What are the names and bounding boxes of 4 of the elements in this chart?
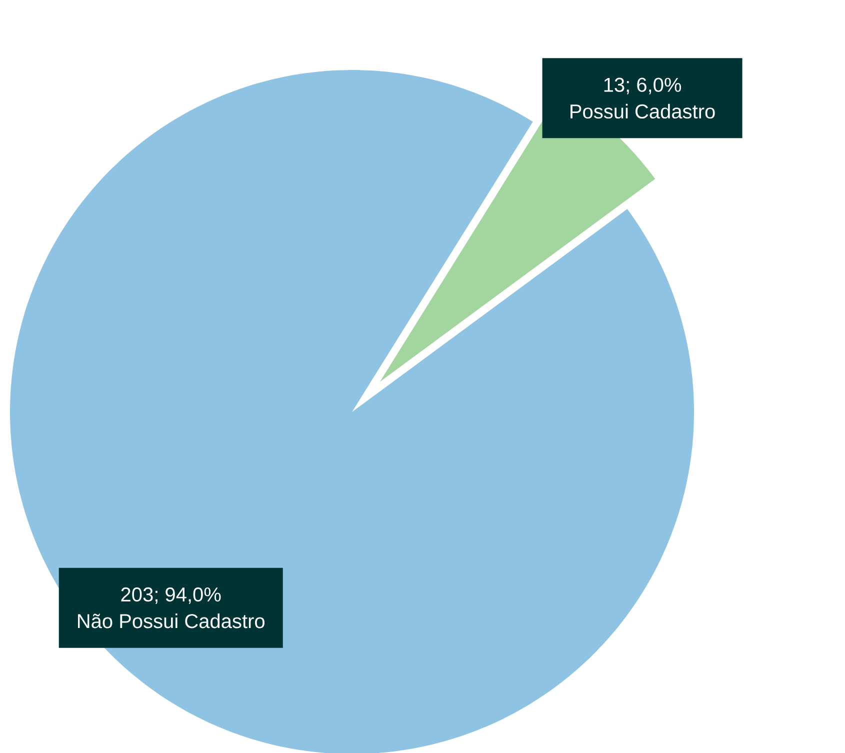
slice-label: Possui Cadastro (570, 104, 715, 119)
data-label: 13; 6,0% (604, 78, 682, 94)
slice-label: Não Possui Cadastro (78, 614, 264, 628)
data-label: 203; 94,0% (121, 587, 221, 604)
